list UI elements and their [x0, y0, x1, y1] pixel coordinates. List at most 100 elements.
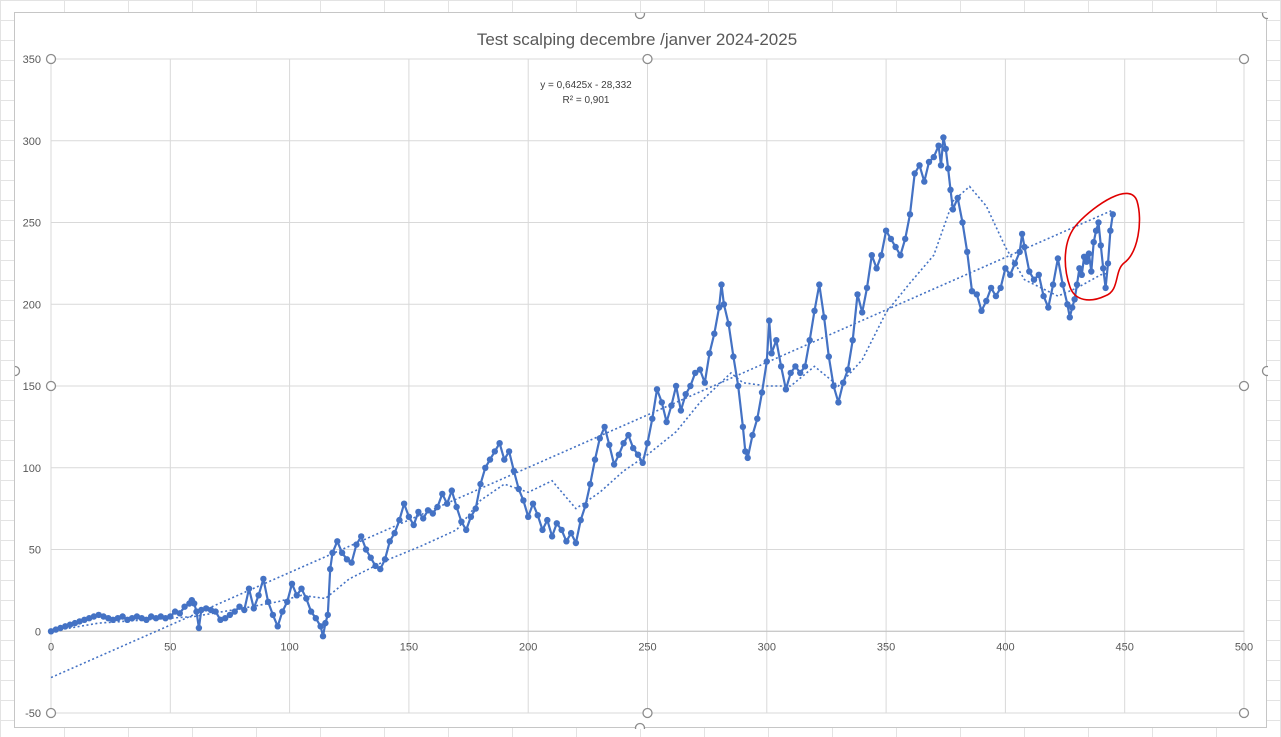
data-point — [529, 500, 537, 507]
data-point — [1076, 265, 1083, 272]
data-point — [1078, 271, 1086, 278]
data-point — [987, 284, 995, 292]
resize-handle — [642, 707, 653, 719]
data-point — [582, 502, 589, 509]
data-point — [720, 301, 728, 308]
data-point — [1026, 268, 1033, 275]
data-point — [563, 538, 570, 545]
data-point — [1011, 260, 1019, 267]
data-point — [236, 603, 243, 610]
data-point — [1080, 253, 1088, 260]
data-point — [250, 605, 257, 612]
data-point — [973, 291, 980, 298]
data-point — [1104, 260, 1112, 267]
data-point — [601, 423, 608, 431]
resize-handle — [1261, 365, 1268, 377]
x-tick-label: 100 — [280, 641, 298, 653]
data-point — [539, 526, 546, 534]
data-point — [1107, 227, 1114, 234]
y-tick-label: 350 — [23, 54, 41, 66]
data-point — [114, 615, 122, 622]
data-point — [307, 608, 315, 615]
resize-handle — [1238, 380, 1250, 392]
data-point — [424, 507, 432, 514]
data-point — [212, 608, 219, 615]
data-point — [343, 556, 351, 563]
x-tick-label: 300 — [758, 641, 776, 653]
data-point — [978, 307, 985, 314]
data-point — [1109, 211, 1117, 218]
data-point — [820, 314, 828, 321]
data-point — [649, 415, 656, 422]
data-point — [181, 603, 188, 610]
data-point — [327, 565, 334, 573]
x-tick-label: 350 — [877, 641, 895, 653]
data-point — [453, 503, 460, 511]
data-point — [878, 252, 885, 259]
chart-area[interactable]: Test scalping decembre /janver 2024-2025… — [14, 12, 1268, 729]
data-point — [937, 162, 945, 169]
data-point — [892, 243, 899, 251]
data-point — [260, 575, 267, 583]
data-point — [696, 366, 704, 373]
data-point — [317, 623, 324, 630]
data-point — [348, 559, 355, 566]
data-point — [773, 337, 780, 344]
data-point — [167, 613, 174, 620]
data-point — [100, 613, 107, 620]
data-point — [274, 623, 281, 630]
data-point — [47, 628, 55, 635]
data-point — [319, 633, 327, 640]
data-point — [429, 510, 436, 517]
data-point — [768, 350, 775, 357]
trendline-equation[interactable]: y = 0,6425x - 28,332 R² = 0,901 — [540, 80, 632, 106]
data-point — [1102, 284, 1109, 292]
data-point — [491, 448, 498, 455]
data-point — [882, 227, 890, 234]
y-tick-label: 100 — [23, 463, 41, 475]
data-point — [486, 456, 494, 463]
data-point — [749, 431, 756, 439]
data-point — [293, 592, 300, 599]
data-point — [377, 565, 384, 573]
data-point — [615, 451, 623, 458]
selection-handles[interactable] — [15, 13, 1268, 729]
y-tick-label: 50 — [29, 545, 41, 557]
data-point — [410, 521, 417, 529]
data-point — [1092, 227, 1100, 234]
data-point — [420, 515, 427, 522]
data-point — [711, 330, 718, 337]
data-point — [921, 178, 928, 185]
data-point — [76, 618, 83, 625]
data-point — [620, 440, 627, 447]
y-tick-label: 200 — [23, 299, 41, 311]
data-point — [925, 158, 933, 166]
data-point — [1073, 281, 1081, 288]
data-point — [505, 448, 513, 455]
data-point — [992, 292, 1000, 300]
data-point — [353, 541, 360, 548]
data-point — [1085, 250, 1093, 257]
data-point — [463, 526, 470, 534]
data-point — [849, 337, 856, 344]
data-point — [906, 211, 914, 218]
data-point — [198, 606, 205, 614]
data-point — [143, 616, 150, 623]
trendlines — [50, 185, 1114, 679]
data-point — [148, 613, 155, 620]
data-point — [255, 592, 262, 599]
x-tick-label: 50 — [164, 641, 176, 653]
data-point — [868, 252, 875, 259]
data-point — [1035, 271, 1042, 278]
resize-handle — [15, 365, 21, 377]
resize-handle — [634, 722, 646, 729]
data-point — [279, 608, 286, 615]
x-tick-label: 450 — [1116, 641, 1134, 653]
data-point — [968, 288, 976, 295]
data-point — [195, 624, 203, 632]
data-point — [1018, 230, 1026, 238]
data-point — [677, 407, 685, 414]
data-point — [947, 186, 954, 193]
data-point — [930, 153, 937, 161]
data-point — [544, 516, 551, 524]
